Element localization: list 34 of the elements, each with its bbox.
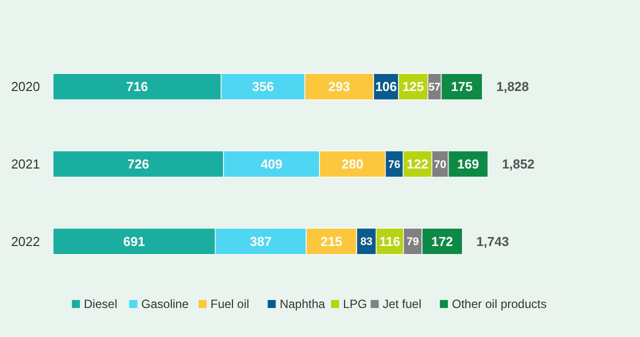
legend-label: Fuel oil <box>210 297 250 312</box>
legend-label: Gasoline <box>141 297 189 312</box>
data-label: 169 <box>457 156 480 172</box>
legend-label: Diesel <box>84 297 118 312</box>
data-label: 70 <box>434 158 446 171</box>
data-label: 83 <box>360 236 373 248</box>
y-tick-label: 2020 <box>11 79 40 94</box>
data-label: 215 <box>320 234 342 249</box>
data-label: 356 <box>252 79 274 94</box>
data-label: 116 <box>379 234 400 249</box>
data-label: 691 <box>123 234 146 249</box>
data-label: 409 <box>260 156 282 172</box>
data-label: 293 <box>328 79 350 94</box>
data-label: 76 <box>388 158 400 171</box>
y-tick-label: 2022 <box>11 234 40 249</box>
y-tick-label: 2021 <box>11 156 40 172</box>
total-label: 1,828 <box>496 79 529 94</box>
data-label: 57 <box>428 82 441 94</box>
data-label: 387 <box>250 234 272 249</box>
data-label: 106 <box>375 79 397 94</box>
total-label: 1,743 <box>476 234 509 249</box>
total-label: 1,852 <box>502 156 535 172</box>
data-label: 280 <box>342 156 364 172</box>
legend-label: LPG <box>343 297 368 312</box>
legend-label: Other oil products <box>452 297 547 312</box>
data-label: 172 <box>431 234 454 249</box>
data-label: 726 <box>127 156 150 172</box>
data-label: 122 <box>406 156 428 172</box>
data-label: 79 <box>406 236 419 248</box>
data-label: 125 <box>402 79 424 94</box>
legend-label: Jet fuel <box>382 297 422 312</box>
legend-label: Naphtha <box>280 297 326 312</box>
data-label: 175 <box>450 79 473 94</box>
data-label: 716 <box>126 79 148 94</box>
